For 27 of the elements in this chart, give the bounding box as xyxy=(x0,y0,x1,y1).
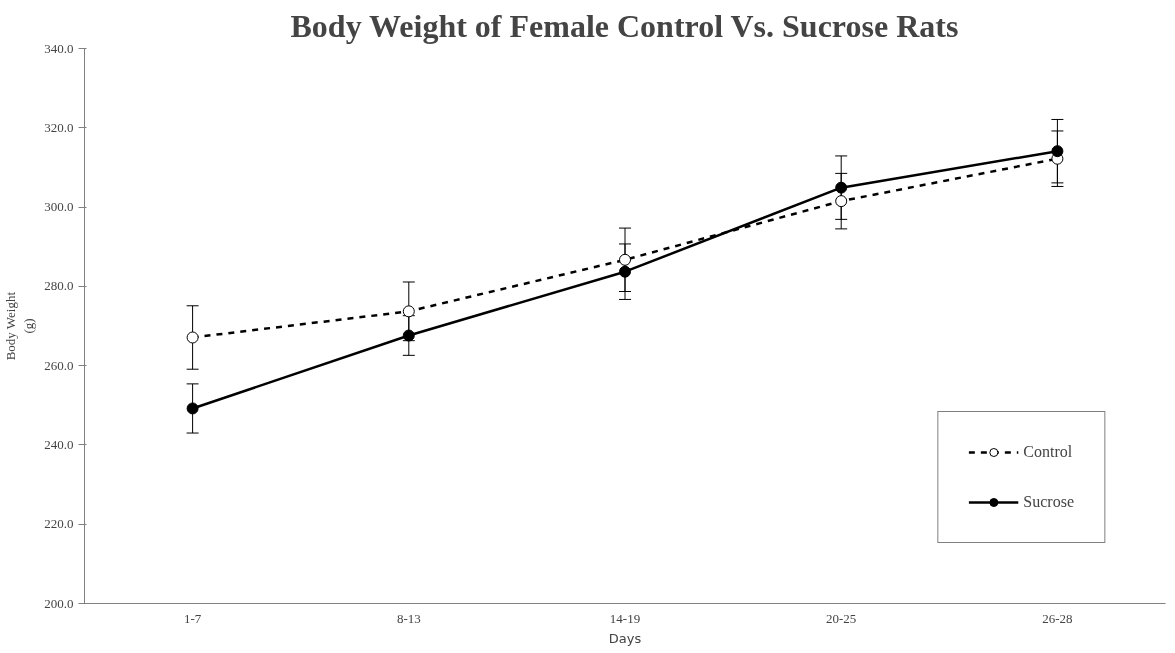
y-tick-label: 280.0 xyxy=(44,278,74,294)
y-tick-label: 320.0 xyxy=(44,119,74,135)
point xyxy=(186,402,199,415)
x-axis-title: Days xyxy=(608,630,642,646)
x-tick-label: 14-19 xyxy=(609,610,641,626)
y-tick-label: 300.0 xyxy=(44,199,74,215)
y-tick-label: 240.0 xyxy=(44,436,74,452)
y-tick-label: 200.0 xyxy=(44,595,74,611)
x-tick-label: 1-7 xyxy=(183,610,202,626)
point xyxy=(619,253,631,266)
x-tick-label: 26-28 xyxy=(1042,610,1073,626)
point xyxy=(619,265,631,278)
y-tick-label: 340.0 xyxy=(44,40,74,56)
point xyxy=(402,329,415,342)
point xyxy=(186,331,199,344)
point xyxy=(1051,145,1064,158)
point xyxy=(835,181,848,194)
y-tick-label: 260.0 xyxy=(44,357,74,373)
legend-label: Control xyxy=(1023,443,1073,461)
x-tick-label: 20-25 xyxy=(826,610,857,626)
y-tick-label: 220.0 xyxy=(44,516,74,532)
chart-title: Body Weight of Female Control Vs. Sucrose Rats xyxy=(290,7,959,44)
x-tick-label: 8-13 xyxy=(396,610,421,626)
point xyxy=(402,305,415,318)
legend-label: Sucrose xyxy=(1023,493,1074,511)
y-axis-title: Body Weight (g) xyxy=(3,291,37,361)
point xyxy=(835,195,848,208)
